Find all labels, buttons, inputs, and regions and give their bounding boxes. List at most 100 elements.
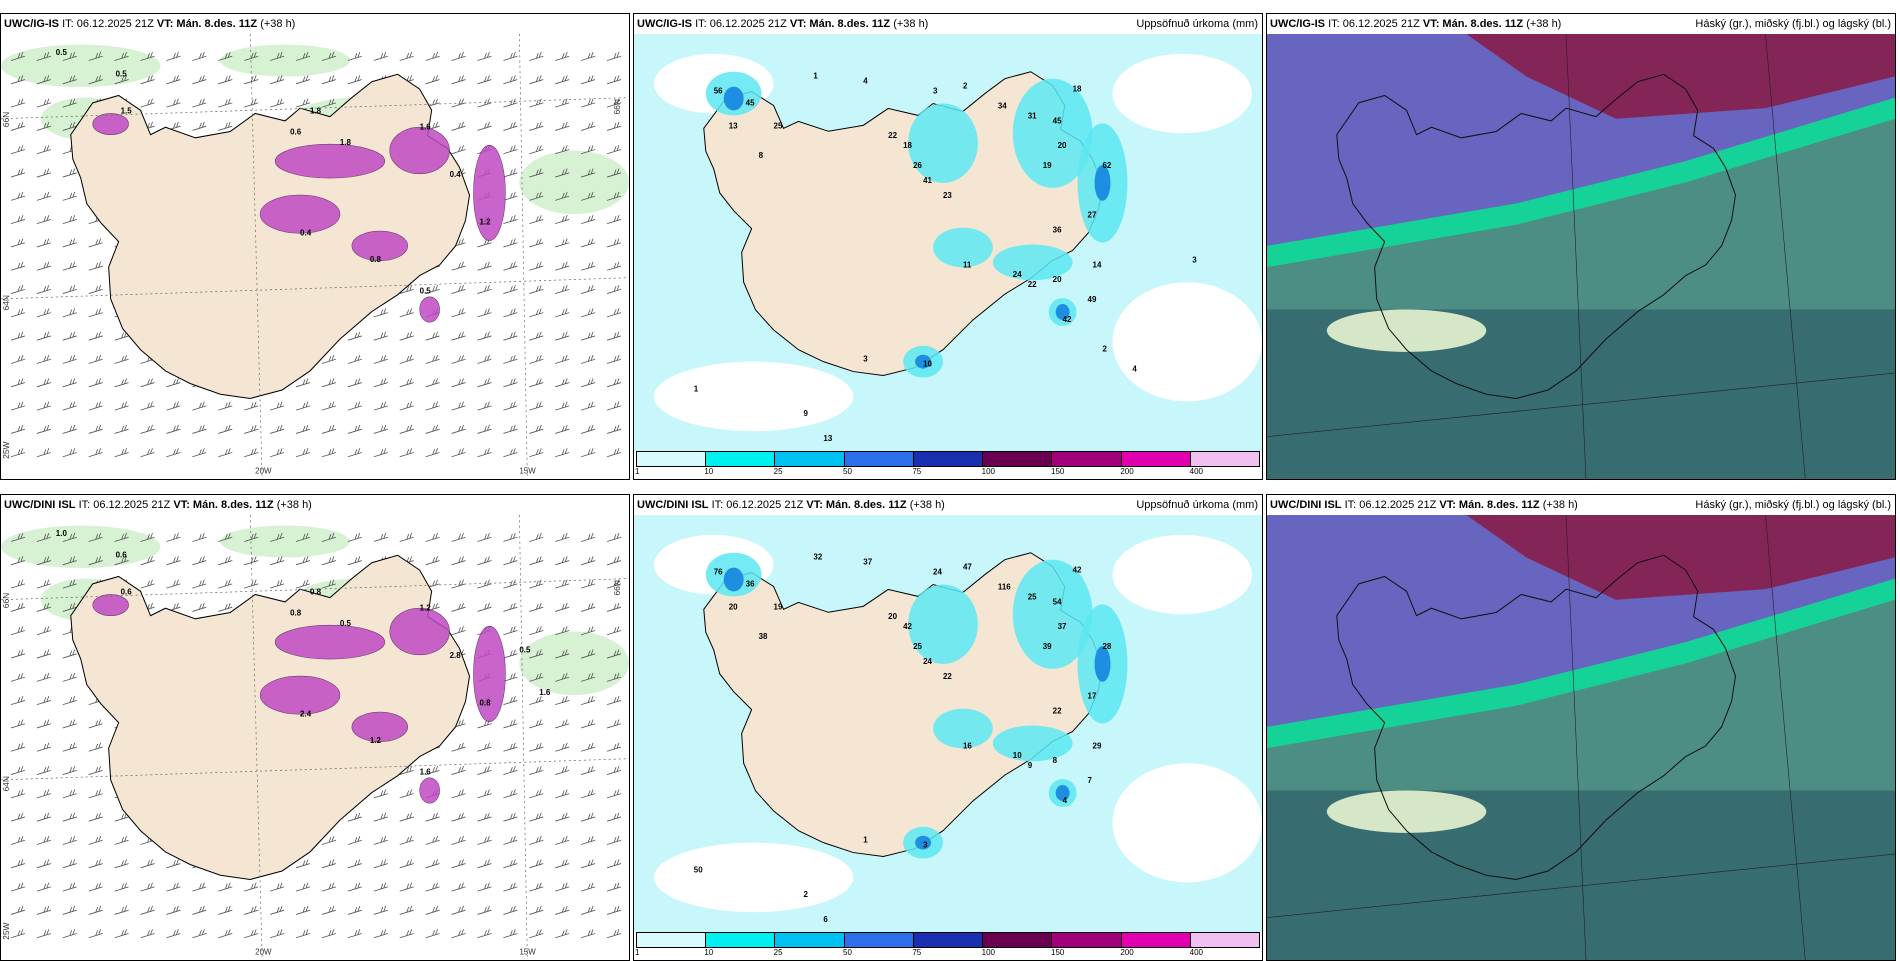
colorbar-swatches [636, 932, 1260, 948]
wind-barb [166, 401, 181, 411]
wind-barb [321, 532, 337, 542]
wind-barb [503, 626, 518, 636]
wind-barb [451, 284, 466, 294]
wind-barb [10, 261, 26, 271]
wind-barb [10, 401, 26, 411]
wind-barb [477, 789, 492, 799]
contour-value: 1.2 [370, 736, 381, 745]
wind-barb [451, 882, 466, 892]
wind-barb [62, 812, 77, 822]
wind-barb [399, 532, 414, 542]
colorbar-swatch [913, 452, 984, 466]
wind-barb [10, 168, 26, 178]
wind-barb [399, 905, 414, 915]
wind-barb [10, 696, 26, 706]
wind-barb [62, 859, 77, 869]
wind-barb [555, 626, 570, 636]
wind-barb [10, 859, 26, 869]
init-time: IT: 06.12.2025 21Z [695, 18, 787, 30]
map[interactable] [1267, 515, 1895, 960]
wind-barb [62, 602, 77, 612]
map[interactable]: 20W 15W 66N 64N 25W 66N 1.0 0.6 0.6 0.8 0.8 0.5 1.2 2… [1, 515, 629, 960]
map[interactable]: 56 45 13 25 8 1 4 3 2 22 18 26 41 23 34 31 45 18 20 19 62 27 3… [634, 34, 1262, 451]
wind-barb [270, 448, 285, 458]
wind-barb [295, 859, 311, 869]
wind-barb [399, 882, 414, 892]
wind-barb [555, 742, 570, 752]
precip-value: 42 [903, 622, 912, 631]
wind-barb [244, 448, 259, 458]
wind-barb [114, 905, 129, 915]
wind-barb [425, 354, 440, 364]
wind-barb [244, 532, 259, 542]
wind-barb [503, 882, 518, 892]
precip-value: 28 [1103, 642, 1112, 651]
wind-barb [581, 742, 596, 752]
wind-barb [399, 812, 414, 822]
wind-barb [606, 556, 622, 566]
wind-barb [10, 929, 26, 939]
wind-barb [140, 98, 155, 108]
colorbar-swatch [1121, 452, 1191, 466]
contour-value: 0.6 [290, 127, 301, 136]
wind-barb [36, 602, 51, 612]
precip-value: 9 [1028, 761, 1033, 770]
wind-barb [477, 742, 492, 752]
precip-value: 3 [933, 87, 938, 96]
contour-value: 0.5 [116, 69, 127, 78]
contour-value: 1.2 [420, 603, 431, 612]
panel-title: Uppsöfnuð úrkoma (mm) [1136, 18, 1258, 30]
wind-barb [581, 719, 596, 729]
wind-barb [88, 532, 103, 542]
map[interactable]: 76 36 20 19 38 32 37 24 47 20 42 25 24 22 116 25 54 42 37 3… [634, 515, 1262, 932]
wind-barb [555, 401, 570, 411]
precip-value: 24 [1013, 270, 1022, 279]
colorbar: 1 10 25 50 75 100 150 200 400 [635, 451, 1260, 477]
map[interactable] [1267, 34, 1895, 479]
precip-blob [419, 296, 440, 323]
wind-barb [555, 556, 570, 566]
wind-barb [399, 378, 414, 388]
precip-value: 13 [729, 121, 738, 130]
wind-barb [321, 556, 337, 566]
wind-barb [88, 448, 103, 458]
wind-barb [529, 742, 544, 752]
panel-header: UWC/DINI ISL IT: 06.12.2025 21Z VT: Mán.… [634, 495, 1262, 515]
wind-barb [10, 75, 26, 85]
precip-blob [389, 126, 450, 175]
model-name: UWC/DINI ISL [1270, 499, 1342, 511]
wind-barb [399, 448, 414, 458]
wind-barb [347, 401, 362, 411]
wind-barb [10, 448, 26, 458]
wind-barb [166, 859, 181, 869]
wind-barb [373, 331, 388, 341]
wind-barb [503, 765, 518, 775]
contour-value: 0.8 [479, 699, 490, 708]
precip-value: 24 [923, 657, 932, 666]
wind-barb [218, 75, 233, 85]
wind-barb [581, 556, 596, 566]
wind-barb [218, 401, 233, 411]
wind-barb [581, 331, 596, 341]
wind-barb [10, 789, 26, 799]
graticule [1, 34, 629, 479]
wind-barb [555, 378, 570, 388]
wind-barb [606, 354, 622, 364]
wind-barb [373, 308, 388, 318]
wind-barb [114, 51, 129, 61]
wind-barb [114, 835, 129, 845]
wind-barb [62, 882, 77, 892]
wind-barb [581, 378, 596, 388]
wind-barb [606, 121, 622, 131]
precip-heavy [915, 354, 932, 369]
wind-barb [529, 602, 544, 612]
wind-barb [295, 51, 311, 61]
map[interactable]: 20W 15W 66N 64N 25W 66N 0.5 0.5 1.5 1.8 0.6 1.8 1.6 0… [1, 34, 629, 479]
contour-value: 0.4 [300, 228, 311, 237]
wind-barb [192, 121, 207, 131]
wind-barb [218, 929, 233, 939]
precip-area [933, 708, 993, 749]
wind-barb [88, 378, 103, 388]
graticule-line [1, 277, 629, 300]
